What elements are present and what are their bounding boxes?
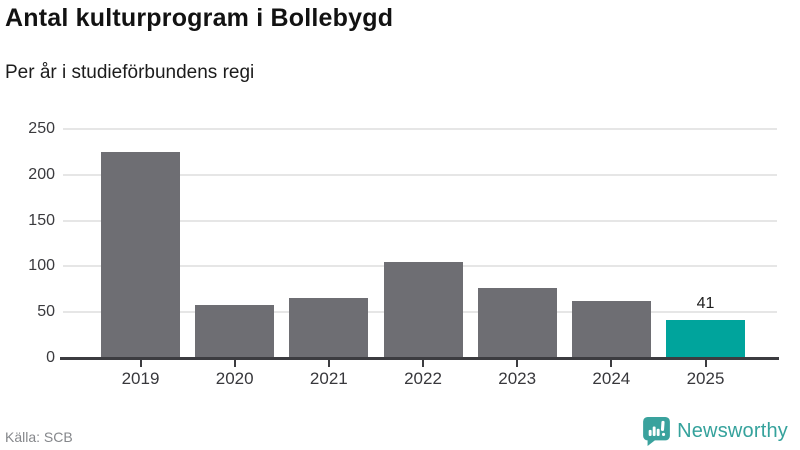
bar-2020 (195, 304, 275, 358)
bar-2019 (101, 151, 180, 358)
brand-name: Newsworthy (677, 420, 788, 442)
y-axis-label-250: 250 (28, 120, 55, 137)
y-axis-label-50: 50 (37, 303, 55, 321)
bar-2022 (383, 261, 463, 358)
x-axis-tick-2023 (516, 360, 519, 367)
gridline-200 (63, 173, 777, 176)
x-axis-label-2024: 2024 (592, 369, 631, 388)
brand-logo: Newsworthy (643, 417, 788, 446)
x-axis-label-2019: 2019 (121, 369, 160, 388)
x-axis-tick-2024 (610, 360, 613, 367)
y-axis-label-150: 150 (28, 211, 55, 229)
bar-value-label: 41 (696, 295, 715, 313)
bar-2024 (571, 301, 651, 358)
gridline-150 (63, 219, 777, 222)
chart-title: Antal kulturprogram i Bollebygd (5, 4, 394, 32)
y-axis-label-100: 100 (28, 257, 55, 275)
chart-subtitle: Per år i studieförbundens regi (5, 62, 255, 83)
y-axis-label-0: 0 (46, 349, 55, 366)
x-axis-label-2023: 2023 (498, 369, 537, 388)
x-axis-label-2022: 2022 (404, 369, 442, 388)
x-axis-label-2020: 2020 (215, 369, 254, 388)
y-axis-label-200: 200 (28, 165, 55, 183)
x-axis-tick-2021 (327, 360, 330, 367)
source-note: Källa: SCB (5, 429, 73, 445)
bar-2023 (477, 288, 557, 358)
x-axis-label-2021: 2021 (309, 369, 348, 388)
x-axis-tick-2019 (139, 360, 142, 367)
bar-2021 (289, 297, 369, 358)
newsworthy-icon (643, 417, 670, 446)
x-axis-label-2025: 2025 (686, 369, 725, 388)
x-axis-tick-2020 (233, 360, 236, 367)
x-axis-tick-2022 (422, 360, 424, 367)
x-axis-tick-2025 (704, 360, 707, 367)
x-axis-line (60, 357, 779, 360)
gridline-250 (63, 128, 777, 130)
plot-area (63, 128, 777, 358)
bar-2025 (666, 320, 745, 358)
